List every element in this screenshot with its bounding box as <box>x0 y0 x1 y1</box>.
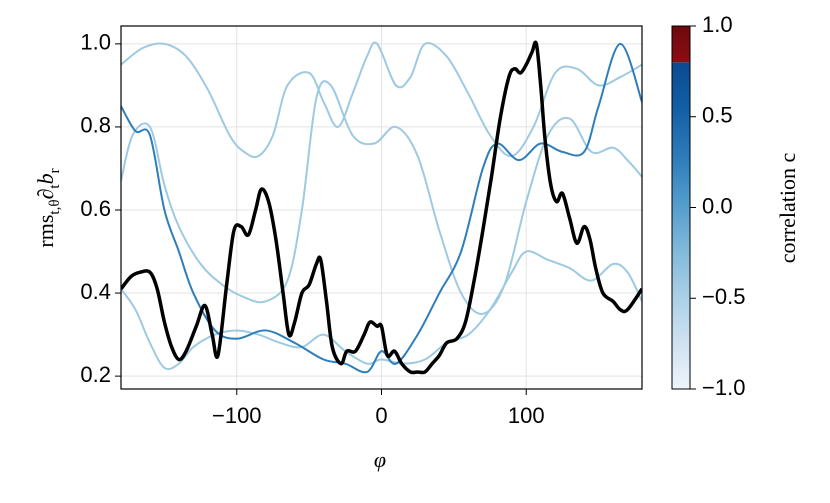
x-tick-label: 100 <box>508 403 545 428</box>
colorbar-tick-label: −1.0 <box>702 375 745 400</box>
y-axis-label-part: b <box>33 173 58 184</box>
colorbar-high <box>672 26 690 63</box>
line-series <box>121 80 642 315</box>
y-axis-label-part: t,θ <box>47 199 63 214</box>
colorbar-tick-label: −0.5 <box>702 284 745 309</box>
y-tick-label: 0.8 <box>80 113 111 138</box>
y-tick-label: 1.0 <box>80 30 111 55</box>
x-tick-label: −100 <box>212 403 262 428</box>
line-series <box>121 40 642 375</box>
colorbar-label: correlation c <box>775 152 800 263</box>
y-axis-label-part: ∂ <box>33 189 58 200</box>
colorbar-tick-label: 0.5 <box>702 103 733 128</box>
line-series <box>121 41 642 158</box>
y-tick-label: 0.4 <box>80 279 111 304</box>
colorbar-tick-label: 1.0 <box>702 12 733 37</box>
plot-frame <box>120 25 643 390</box>
colorbar-tick-label: 0.0 <box>702 193 733 218</box>
y-tick-label: 0.2 <box>80 362 111 387</box>
x-axis-label: φ <box>374 447 386 472</box>
x-tick-label: 0 <box>375 403 387 428</box>
y-axis-label-part: r <box>47 168 63 173</box>
colorbar-low <box>672 62 690 390</box>
y-tick-label: 0.6 <box>80 196 111 221</box>
y-axis-label-part: t <box>47 184 63 189</box>
y-axis-label-part: rms <box>33 215 58 248</box>
line-series <box>121 42 642 374</box>
y-axis-label: rmst,θ∂tbr <box>33 168 63 247</box>
